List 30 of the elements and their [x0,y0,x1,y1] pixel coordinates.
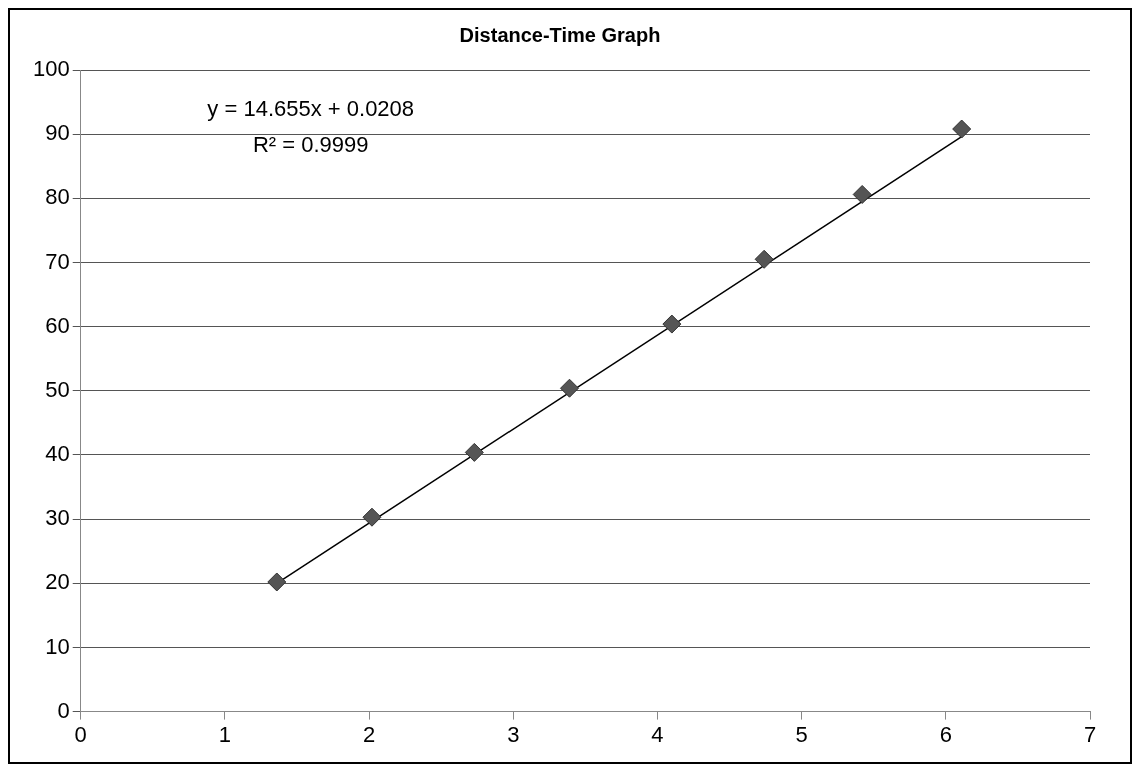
point [852,184,872,204]
point [267,572,287,592]
chart-title: Distance-Time Graph [459,23,661,46]
annotation: R² = 0.9999 [252,132,369,158]
x-tick-label: 4 [651,721,664,747]
point [952,119,972,139]
y-tick-label: 100 [32,56,70,82]
x-tick-label: 2 [362,721,376,747]
y-tick-label: 30 [45,505,70,531]
x-tick-label: 3 [507,721,520,747]
point [464,442,484,462]
y-tick-label: 80 [45,184,70,210]
y-tick-label: 50 [45,376,70,402]
x-tick-label: 5 [795,721,808,747]
point [754,249,774,269]
y-tick-label: 10 [45,633,70,659]
x-tick-label: 7 [1083,721,1097,747]
point [362,507,382,527]
x-tick-label: 6 [939,721,952,747]
x-tick-label: 1 [218,721,232,747]
x-tick-label: 0 [74,721,87,747]
y-tick-label: 70 [45,248,70,274]
y-tick-label: 0 [57,697,70,723]
point [559,378,579,398]
y-tick-label: 90 [45,120,70,146]
annotation: y = 14.655x + 0.0208 [207,96,415,122]
y-tick-label: 40 [45,441,70,467]
point [662,314,682,334]
y-tick-label: 60 [45,312,70,338]
y-tick-label: 20 [45,569,70,595]
